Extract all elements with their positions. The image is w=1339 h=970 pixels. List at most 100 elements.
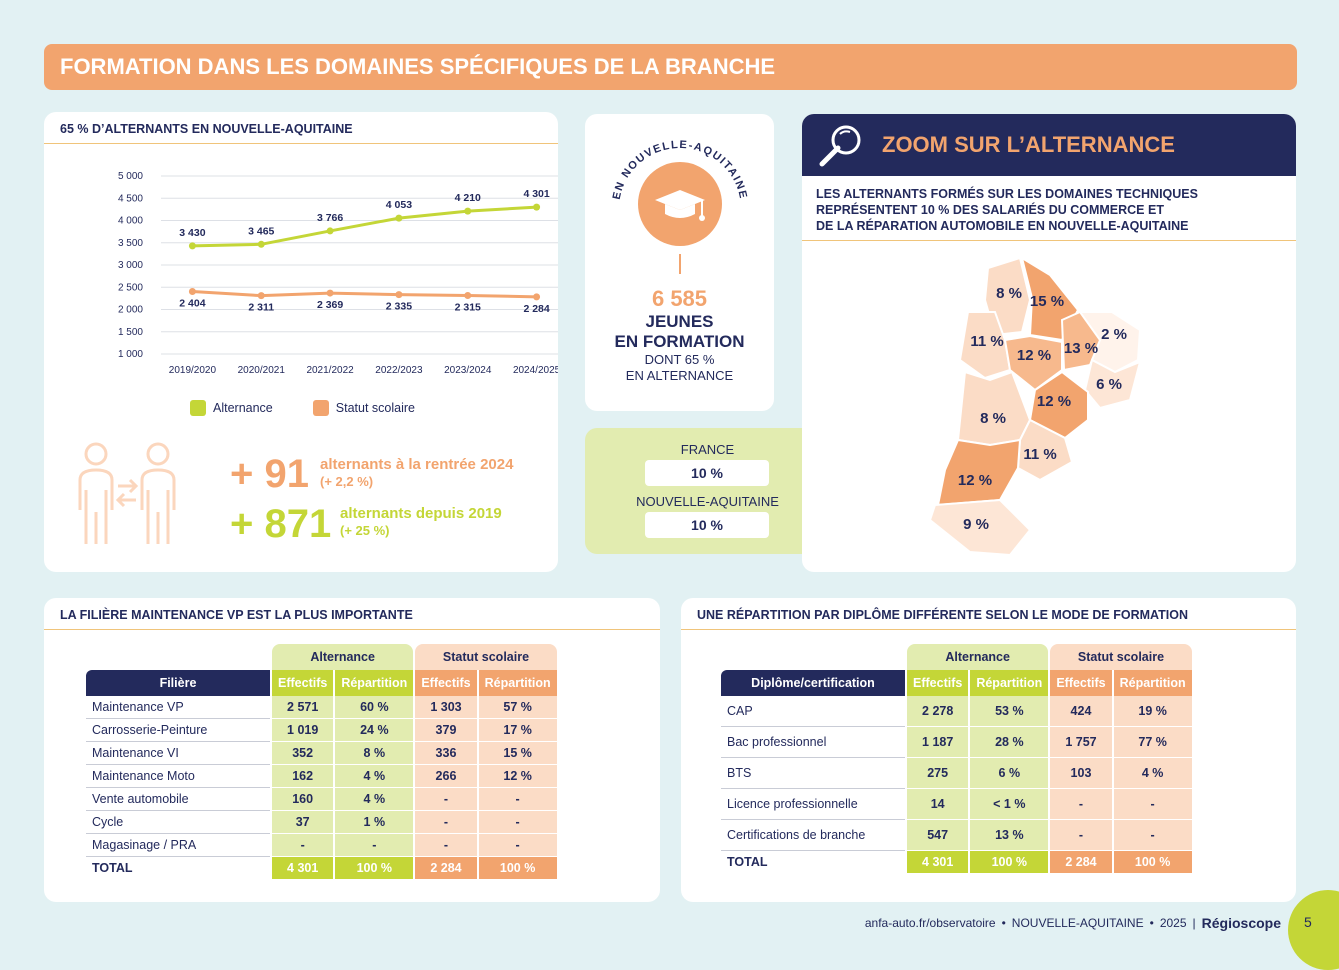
stat-871-sub: (+ 25 %) (340, 523, 390, 538)
table-cell: 37 (272, 811, 334, 834)
table2-col-header: Diplôme/certification (721, 670, 905, 696)
na-value: 10 % (645, 512, 769, 538)
dept-33 (956, 370, 1032, 447)
table-cell: 1 % (335, 811, 414, 834)
data-point (533, 203, 541, 211)
table-cell: - (478, 811, 557, 834)
footer-url[interactable]: anfa-auto.fr/observatoire (864, 916, 996, 930)
zoom-text: LES ALTERNANTS FORMÉS SUR LES DOMAINES T… (816, 186, 1198, 234)
table-cell: 2 278 (907, 696, 969, 727)
total-cell: 100 % (970, 851, 1049, 873)
data-label: 3 430 (179, 227, 205, 239)
legend-swatch-green (190, 400, 206, 416)
table-cell: CAP (721, 696, 905, 727)
table1-title: LA FILIÈRE MAINTENANCE VP EST LA PLUS IM… (44, 598, 660, 630)
data-label: 2 284 (523, 303, 549, 315)
compare-box: FRANCE 10 % NOUVELLE-AQUITAINE 10 % (585, 428, 830, 554)
table-cell: 60 % (335, 696, 414, 719)
table-cell: - (415, 834, 477, 857)
table-cell: - (478, 788, 557, 811)
table-cell: 4 % (335, 765, 414, 788)
table-cell: 424 (1050, 696, 1112, 727)
table-cell: < 1 % (970, 789, 1049, 820)
table-row: Vente automobile 160 4 % - - (86, 788, 557, 811)
zoom-line1: LES ALTERNANTS FORMÉS SUR LES DOMAINES T… (816, 187, 1198, 201)
total-cell: 100 % (478, 857, 557, 879)
x-tick-label: 2023/2024 (444, 365, 492, 376)
table-cell: - (415, 811, 477, 834)
total-row: TOTAL 4 301 100 % 2 284 100 % (86, 857, 557, 879)
table-cell: Cycle (86, 811, 270, 834)
y-tick-label: 4 000 (118, 216, 143, 227)
data-point (395, 214, 403, 222)
data-point (257, 292, 265, 300)
x-tick-label: 2024/2025 (513, 365, 558, 376)
table-cell: 19 % (1113, 696, 1192, 727)
center-card: EN NOUVELLE-AQUITAINE 6 585 JEUNES EN FO… (585, 114, 774, 411)
map-label: 9 % (963, 516, 989, 533)
table2-title: UNE RÉPARTITION PAR DIPLÔME DIFFÉRENTE S… (681, 598, 1296, 630)
footer-dot: • (1001, 916, 1006, 930)
table1-col-header: Répartition (478, 670, 557, 696)
table-cell: 53 % (970, 696, 1049, 727)
y-tick-label: 2 500 (118, 282, 143, 293)
section-banner: FORMATION DANS LES DOMAINES SPÉCIFIQUES … (44, 44, 1297, 90)
table-cell: 77 % (1113, 727, 1192, 758)
table-cell: - (478, 834, 557, 857)
y-tick-label: 4 500 (118, 193, 143, 204)
youth-count: 6 585 (651, 286, 708, 311)
x-tick-label: 2020/2021 (238, 365, 286, 376)
zoom-title: ZOOM SUR L’ALTERNANCE (882, 132, 1175, 157)
table-row: Magasinage / PRA - - - - (86, 834, 557, 857)
data-label: 4 210 (455, 192, 481, 204)
series-line-0 (192, 205, 537, 248)
legend-label-statut: Statut scolaire (335, 401, 415, 415)
t1-group-statut: Statut scolaire (415, 644, 557, 670)
y-tick-label: 1 500 (118, 327, 143, 338)
legend-alternance: Alternance (190, 400, 273, 416)
dept-40 (936, 438, 1022, 507)
table-cell: - (335, 834, 414, 857)
table-cell: 1 019 (272, 719, 334, 742)
france-value: 10 % (645, 460, 769, 486)
table-cell: 8 % (335, 742, 414, 765)
table1-col-header: Répartition (335, 670, 414, 696)
table-cell: - (415, 788, 477, 811)
map-label: 11 % (970, 333, 1003, 350)
t2-group-statut: Statut scolaire (1050, 644, 1192, 670)
diplome-table: Alternance Statut scolaire Diplôme/certi… (719, 644, 1194, 873)
table-row: Certifications de branche 547 13 % - - (721, 820, 1192, 851)
y-tick-label: 2 000 (118, 305, 143, 316)
data-point (395, 291, 403, 299)
data-label: 4 053 (386, 199, 412, 211)
apprentices-icon (78, 442, 176, 544)
table-cell: 336 (415, 742, 477, 765)
table-cell: - (1113, 789, 1192, 820)
table-cell: 24 % (335, 719, 414, 742)
table-cell: 1 757 (1050, 727, 1112, 758)
table-row: Carrosserie-Peinture 1 019 24 % 379 17 % (86, 719, 557, 742)
table-cell: 28 % (970, 727, 1049, 758)
data-point (257, 240, 265, 248)
data-point (326, 289, 334, 297)
table-cell: Maintenance Moto (86, 765, 270, 788)
table-cell: - (1050, 789, 1112, 820)
table-cell: 1 303 (415, 696, 477, 719)
table2-card: UNE RÉPARTITION PAR DIPLÔME DIFFÉRENTE S… (681, 598, 1296, 902)
table-cell: Maintenance VI (86, 742, 270, 765)
table-cell: 12 % (478, 765, 557, 788)
map-label: 2 % (1101, 326, 1127, 343)
total-cell: 4 301 (272, 857, 334, 879)
table-cell: 266 (415, 765, 477, 788)
table-row: Cycle 37 1 % - - (86, 811, 557, 834)
series-line-1 (192, 290, 537, 299)
zoom-line2: REPRÉSENTENT 10 % DES SALARIÉS DU COMMER… (816, 203, 1164, 217)
table-cell: 160 (272, 788, 334, 811)
table-row: CAP 2 278 53 % 424 19 % (721, 696, 1192, 727)
map-label: 8 % (996, 285, 1022, 302)
data-label: 4 301 (523, 188, 549, 200)
table-row: BTS 275 6 % 103 4 % (721, 758, 1192, 789)
map-label: 8 % (980, 410, 1006, 427)
total-cell: 100 % (1113, 851, 1192, 873)
page-number-badge: 5 (1288, 890, 1339, 970)
